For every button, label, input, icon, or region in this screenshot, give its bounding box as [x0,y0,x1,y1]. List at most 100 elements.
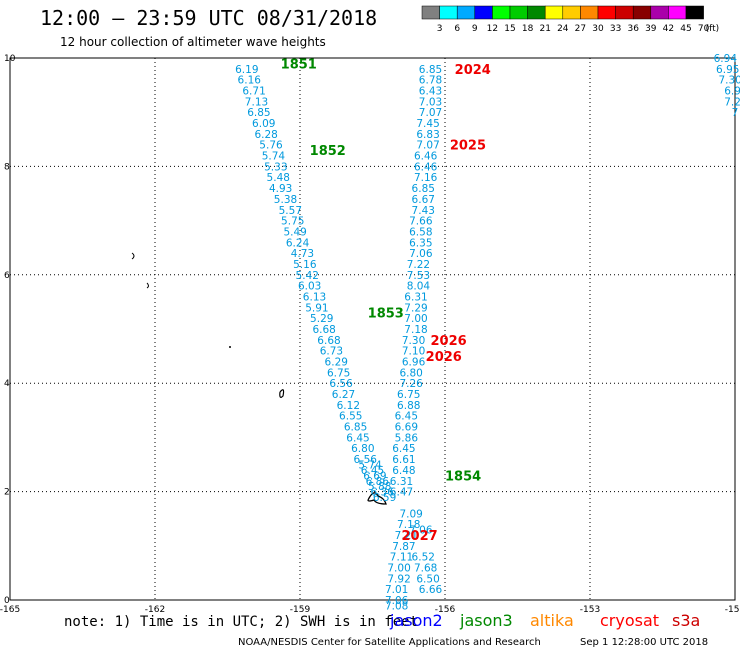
swh-value: 7.68 [414,562,437,574]
colorbar-swatch [456,5,476,20]
x-tick-label: -162 [145,605,165,615]
swh-value: 5.74 [358,460,382,472]
swh-value: 7.11 [390,552,413,564]
colorbar-label: 39 [645,24,657,34]
swh-value: 6.56 [329,378,353,390]
colorbar-swatch [615,5,634,20]
swh-value: 5.86 [395,432,419,444]
x-tick-label: -165 [0,605,20,615]
swh-value: 6.75 [397,389,420,401]
swh-value: 7.09 [399,508,422,520]
swh-value: 6.16 [238,75,262,87]
swh-value: 6.35 [409,237,432,249]
swh-value: 6.68 [317,335,340,347]
swh-value: 6.85 [412,183,435,195]
colorbar-label: 42 [663,24,674,34]
legend-entry: jason2 [389,611,443,630]
swh-value: 6.29 [325,357,348,369]
swh-value: 7.07 [419,107,442,119]
y-tick-label: 4 [4,379,10,389]
swh-value: 7.30 [402,335,425,347]
swh-value: 7.03 [419,96,442,108]
swh-value: 7.29 [404,302,427,314]
colorbar-swatch [650,5,669,20]
swh-value: 7.16 [414,172,438,184]
swh-value: 7.21 [395,530,418,542]
swh-value: 6.46 [414,161,438,173]
swh-value: 6.56 [354,454,378,466]
swh-value: 7.18 [397,519,420,531]
swh-value: 6.80 [351,443,374,455]
colorbar-swatch [562,5,581,20]
swh-value: 5.29 [310,313,333,325]
swh-value: 5.48 [267,172,290,184]
colorbar-swatch [439,5,458,20]
y-tick-label: 0 [4,596,10,606]
swh-value: 6.03 [298,281,321,293]
swh-value: 7.87 [392,541,415,553]
swh-value: 6.68 [312,324,335,336]
colorbar-swatch [492,5,511,20]
track-label: 1853 [368,307,404,322]
colorbar-label: 30 [592,24,604,34]
swh-value: 6.86 [366,476,390,488]
swh-value: 6.85 [247,107,270,119]
colorbar-label: 45 [680,24,691,34]
swh-value: 5.49 [283,226,306,238]
swh-value: 6.88 [397,400,420,412]
swh-value: 8.04 [407,281,431,293]
swh-value: 5.88 [368,481,391,493]
swh-value: 6.85 [344,422,367,434]
colorbar-swatch [421,5,440,20]
swh-value: 7.13 [245,96,268,108]
colorbar-label: 18 [522,24,534,34]
colorbar-swatch [685,5,704,20]
swh-value: 6.80 [399,367,422,379]
swh-value: 6.55 [339,411,362,423]
track-label: 2027 [402,529,438,544]
track-label: 2025 [450,139,486,154]
swh-value: 5.38 [274,194,297,206]
swh-value: 6.24 [286,237,310,249]
colorbar: 3 6 9 12 15 18 21 24 27 30 33 36 39 42 45 70(ft) [421,5,720,34]
colorbar-label: 27 [575,24,586,34]
colorbar-swatch [509,5,528,20]
swh-value: 7.2 [724,96,740,108]
swh-value: 6.12 [337,400,360,412]
satellite-legend: jason2 jason3 altika cryosat s3a [389,611,700,630]
swh-value: 7.53 [407,270,430,282]
colorbar-label: 36 [627,24,639,34]
colorbar-swatch [632,5,652,20]
swh-value: 6.31 [404,291,427,303]
swh-value: 7.26 [399,378,423,390]
swh-value: 6.31 [390,476,413,488]
track-label: 2026 [431,334,467,349]
colorbar-swatch [544,5,564,20]
swh-value: 6.59 [373,492,396,504]
colorbar-swatch [527,5,546,20]
swh-value: 6.19 [235,64,258,76]
swh-value: 4.93 [269,183,292,195]
y-tick-label: 6 [4,271,10,281]
credit-line: NOAA/NESDIS Center for Satellite Applica… [238,637,541,648]
swh-value: 6.45 [395,411,418,423]
x-tick-label: -153 [580,605,600,615]
swh-value: 6.69 [363,470,386,482]
swh-value: 6.45 [392,443,415,455]
chart-subtitle: 12 hour collection of altimeter wave hei… [60,35,326,49]
swh-value: 6.43 [419,86,442,98]
swh-value: 6.13 [303,291,326,303]
swh-value: 7.30 [718,75,740,87]
colorbar-label: (ft) [706,24,720,34]
colorbar-label: 15 [504,24,515,34]
colorbar-label: 21 [539,24,550,34]
swh-value: 6.45 [346,432,369,444]
chart-title: 12:00 — 23:59 UTC 08/31/2018 [40,6,377,30]
legend-entry: altika [530,611,574,630]
axis-ticks: -165 -162 -159 -156 -153 -150 0 2 4 6 8 10 [0,54,740,615]
swh-value: 7.66 [409,216,433,228]
swh-value: 5.42 [296,270,319,282]
legend-entry: cryosat [600,611,659,630]
swh-value: 6.61 [392,454,415,466]
swh-value: 7.06 [409,248,433,260]
